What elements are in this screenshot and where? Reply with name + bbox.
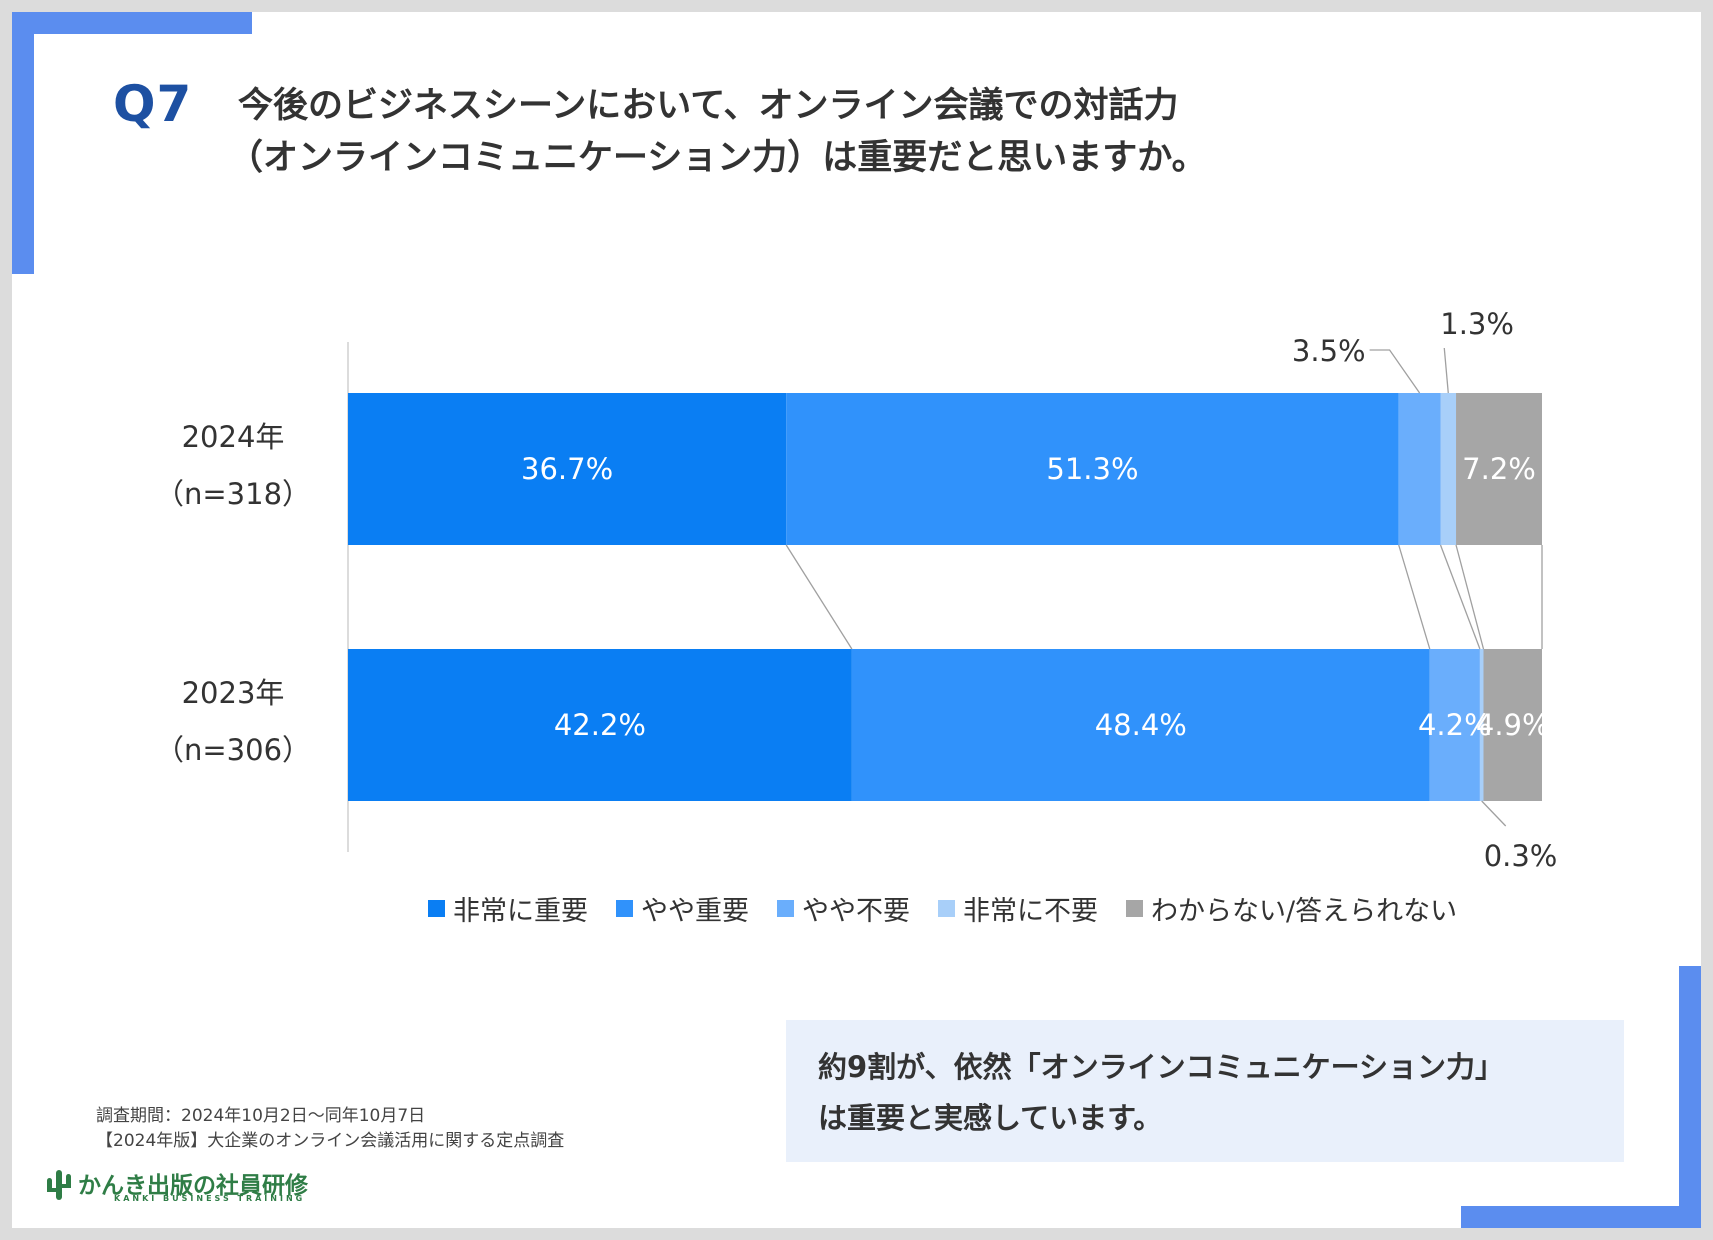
legend-item-4: わからない/答えられない [1126,889,1457,928]
bar-segment [1456,393,1542,545]
legend-label: 非常に不要 [963,895,1098,927]
legend-item-0: 非常に重要 [428,889,588,928]
category-label: 2024年 [182,420,285,454]
data-label-leader [1481,800,1507,827]
category-n-label: （n=306） [155,733,311,767]
legend-label: やや重要 [641,895,749,927]
bar-segment [1483,649,1542,801]
survey-name: 【2024年版】大企業のオンライン会議活用に関する定点調査 [96,1131,565,1151]
connector-line [1455,544,1485,650]
data-label: 36.7% [521,452,613,486]
legend-swatch [616,899,633,917]
summary-callout-text: 約9割が、依然「オンラインコミュニケーション力」 は重要と実感しています。 [818,1050,1505,1135]
legend-item-1: やや重要 [616,889,749,928]
connector-line [1398,544,1431,650]
corner-accent-bottom-right-vertical [1679,966,1701,1228]
question-title: 今後のビジネスシーンにおいて、オンライン会議での対話力 （オンラインコミュニケー… [228,80,1438,184]
survey-period: 調査期間：2024年10月2日〜同年10月7日 [96,1106,426,1126]
logo-subtext: KANKI BUSINESS TRAINING [114,1194,306,1203]
data-label-leader [1369,349,1421,394]
corner-accent-bottom-right [1461,1206,1701,1228]
data-label: 3.5% [1292,334,1366,368]
legend-label: やや不要 [802,895,910,927]
question-line-1: 今後のビジネスシーンにおいて、オンライン会議での対話力 [238,86,1179,126]
bar-segment [851,649,1430,801]
data-label: 0.3% [1484,839,1558,873]
legend-swatch [938,899,955,917]
legend-swatch [777,899,794,917]
bar-segment [1440,393,1457,545]
connector-line [1439,544,1481,650]
data-label: 42.2% [554,708,646,742]
question-line-2: （オンラインコミュニケーション力）は重要だと思いますか。 [228,138,1207,178]
category-n-label: （n=318） [155,477,311,511]
question-number: Q7 [113,75,193,133]
data-label-leader [1443,347,1449,394]
legend-swatch [428,899,445,917]
corner-accent-top-left-vertical [12,12,34,274]
data-label: 4.2% [1418,708,1492,742]
legend-item-3: 非常に不要 [938,889,1098,928]
connector-line [785,544,853,650]
bar-segment [348,393,787,545]
chart-legend: 非常に重要 やや重要 やや不要 非常に不要 わからない/答えられない [428,888,1485,928]
summary-callout: 約9割が、依然「オンラインコミュニケーション力」 は重要と実感しています。 [786,1020,1624,1162]
data-label: 48.4% [1095,708,1187,742]
legend-swatch [1126,899,1143,917]
logo-text: かんき出版の社員研修 [78,1173,308,1199]
corner-accent-top-left [12,12,252,34]
data-label: 1.3% [1440,307,1514,341]
legend-item-2: やや不要 [777,889,910,928]
bar-segment [348,649,852,801]
data-label: 7.2% [1462,452,1536,486]
legend-label: わからない/答えられない [1151,895,1458,927]
legend-label: 非常に重要 [453,895,588,927]
cactus-logo-icon [47,1170,71,1200]
bar-segment [1398,393,1441,545]
bar-segment [1479,649,1484,801]
bar-segment [786,393,1399,545]
data-label: 51.3% [1046,452,1138,486]
data-label: 4.9% [1476,708,1550,742]
bar-segment [1429,649,1480,801]
category-label: 2023年 [182,676,285,710]
survey-source: 調査期間：2024年10月2日〜同年10月7日 【2024年版】大企業のオンライ… [96,1104,564,1154]
